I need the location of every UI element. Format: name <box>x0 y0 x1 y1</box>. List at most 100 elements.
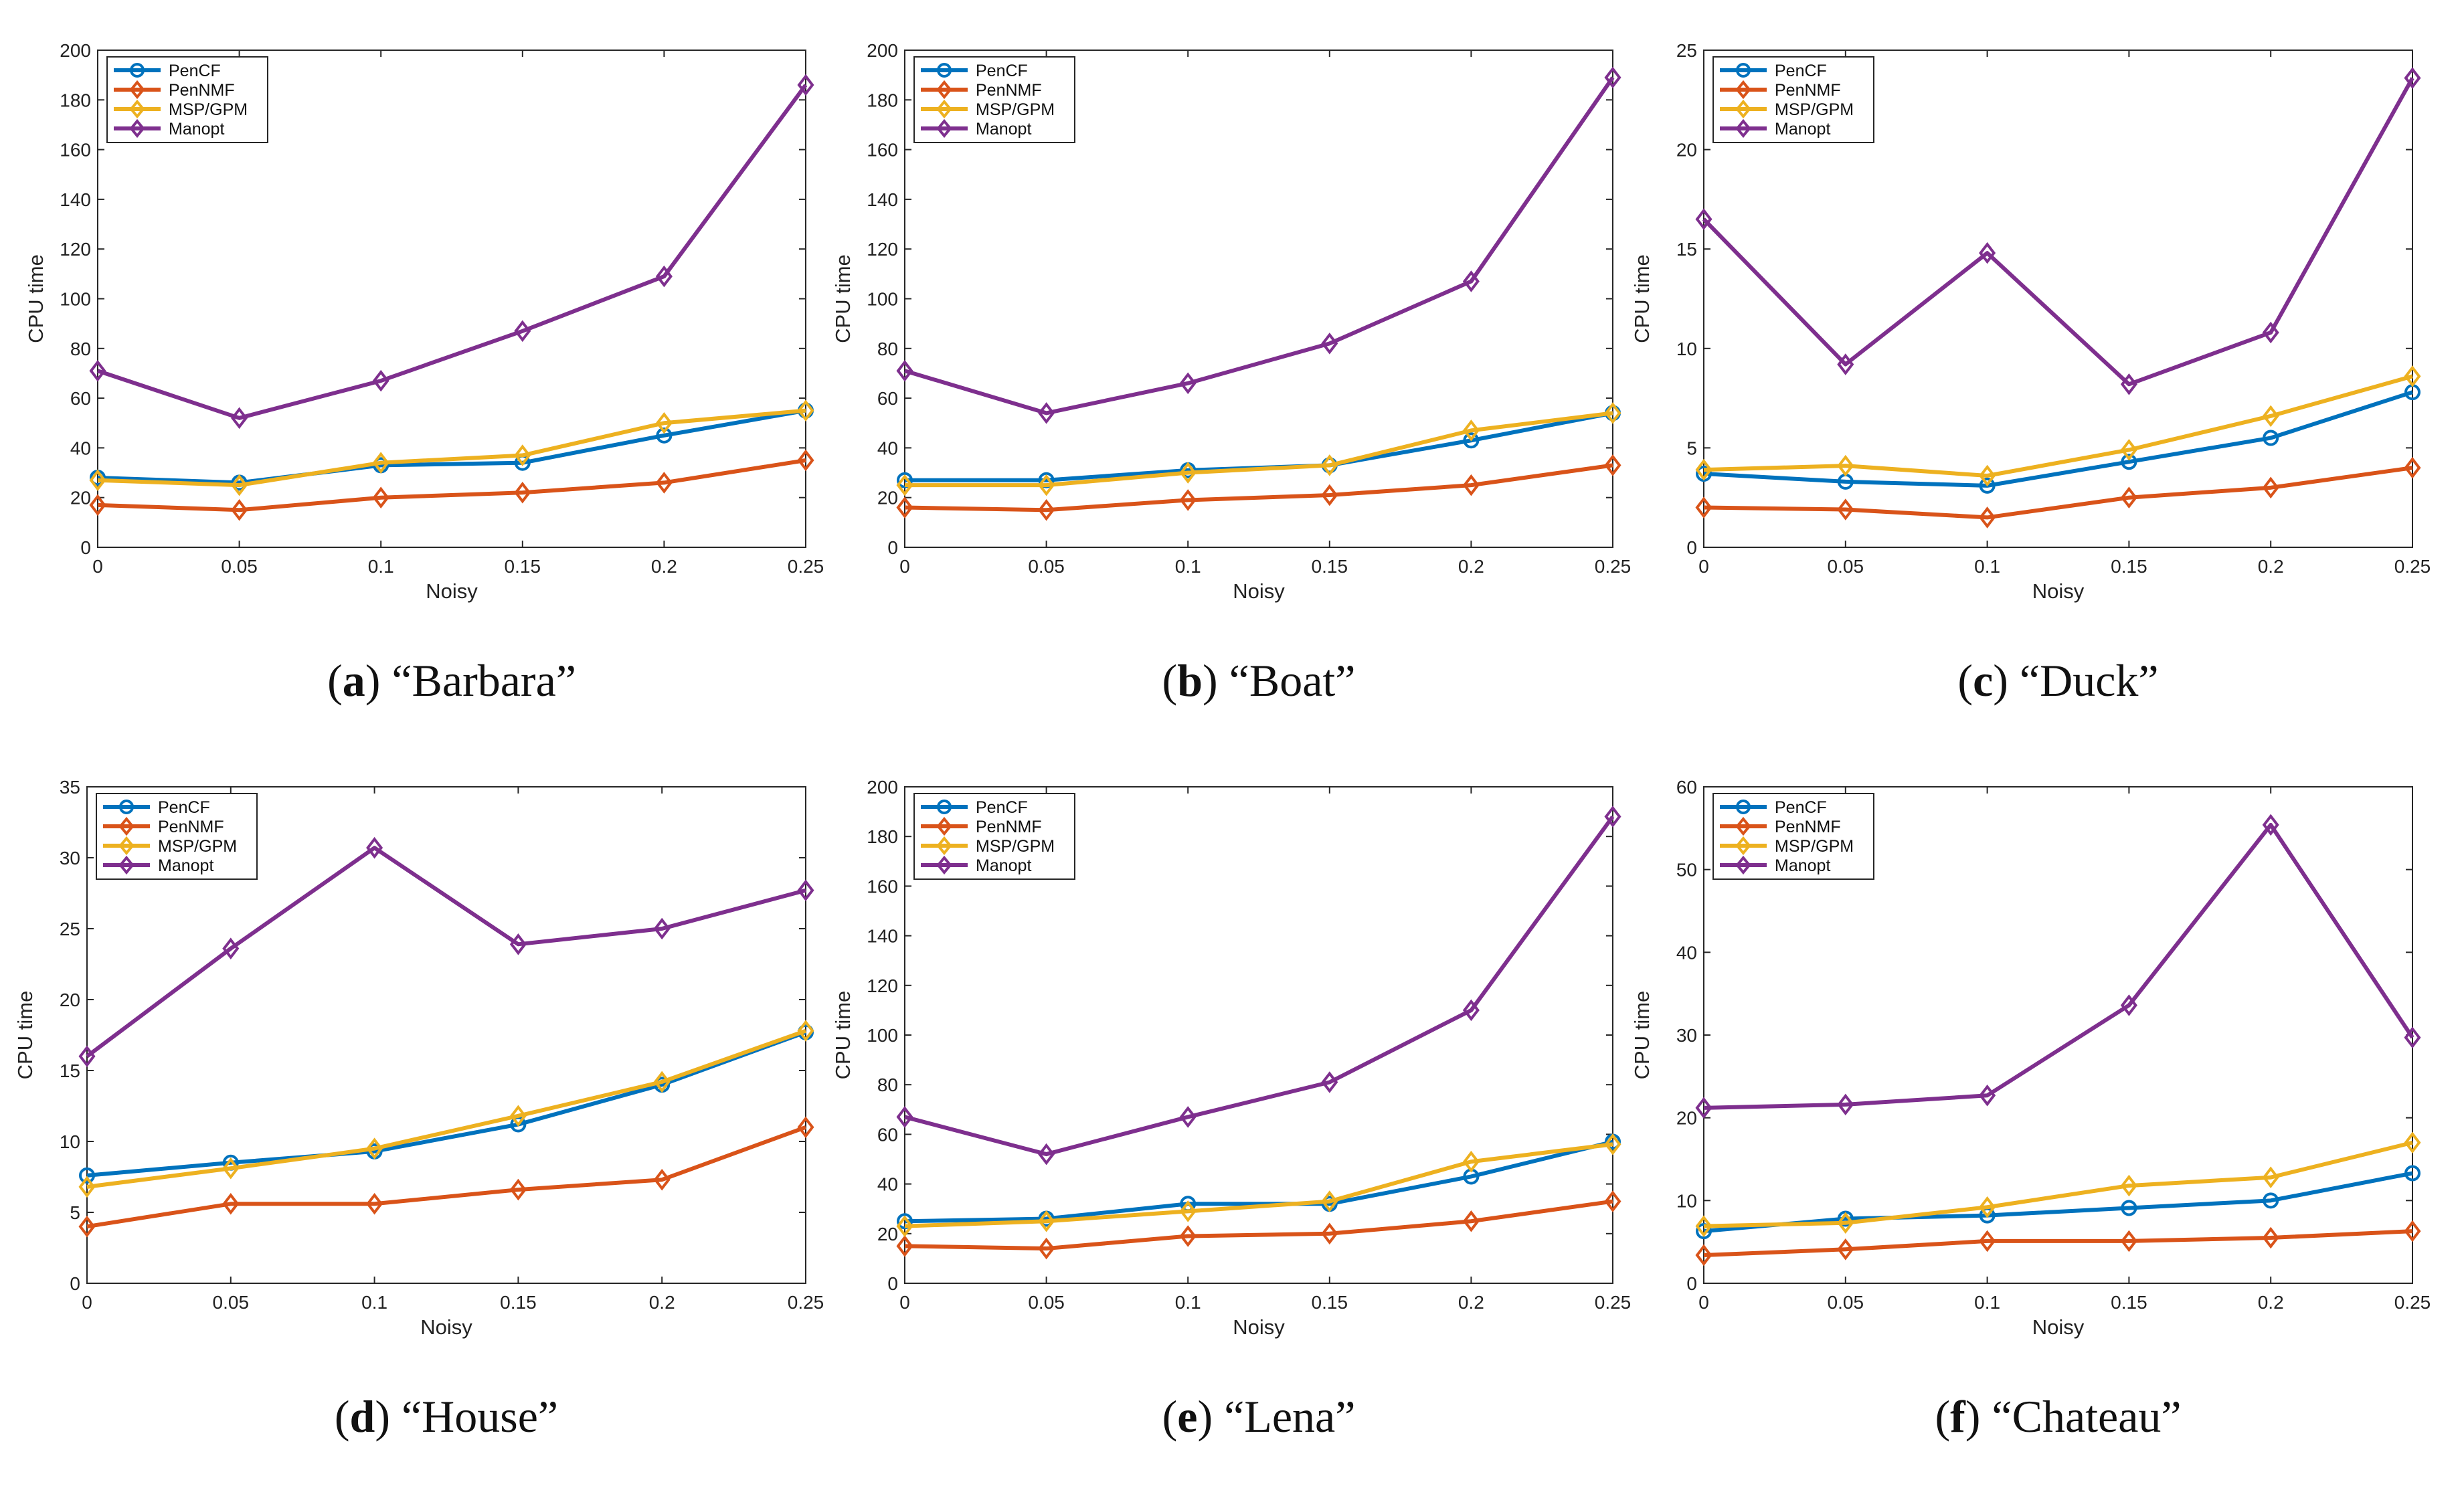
y-tick-label: 10 <box>60 1131 80 1152</box>
legend-label: PenNMF <box>976 81 1042 100</box>
y-tick-label: 60 <box>70 388 91 409</box>
series-line-manopt <box>1703 822 2414 1110</box>
data-point <box>2262 814 2279 836</box>
data-point <box>1462 1150 1480 1173</box>
data-point <box>1979 1196 1996 1218</box>
data-point <box>1462 999 1480 1022</box>
legend-marker <box>936 80 952 100</box>
caption-name: “Duck” <box>2020 655 2159 706</box>
series-pencf <box>1696 384 2421 494</box>
x-axis-label: Noisy <box>2032 1315 2085 1339</box>
data-point <box>1321 454 1338 476</box>
x-tick-label: 0.25 <box>2394 556 2431 577</box>
legend-label: MSP/GPM <box>158 837 237 856</box>
legend-marker <box>936 99 952 119</box>
data-point <box>1837 1212 1854 1234</box>
legend-label: PenNMF <box>1775 818 1841 836</box>
data-point <box>2120 439 2137 461</box>
legend-marker <box>1735 855 1751 875</box>
data-point <box>653 1168 671 1191</box>
x-axis-label: Noisy <box>1233 579 1285 603</box>
series-line-manopt <box>86 846 806 1058</box>
caption-letter: d <box>350 1391 375 1442</box>
data-point <box>78 1045 96 1068</box>
data-point <box>2262 1166 2279 1188</box>
data-point <box>653 917 671 940</box>
legend-label: PenCF <box>169 62 221 80</box>
y-tick-label: 50 <box>1676 860 1697 880</box>
legend-label: PenCF <box>976 798 1028 817</box>
legend-marker <box>936 118 952 138</box>
data-point <box>1462 1210 1480 1232</box>
y-tick-label: 30 <box>1676 1025 1697 1046</box>
data-point <box>1695 208 1712 230</box>
y-tick-label: 180 <box>867 826 898 847</box>
legend-marker <box>1735 836 1751 856</box>
x-tick-label: 0.05 <box>213 1292 250 1313</box>
x-tick-label: 0.2 <box>2258 556 2284 577</box>
data-point <box>231 498 248 521</box>
data-point <box>509 1178 527 1201</box>
y-axis-label: CPU time <box>831 254 855 343</box>
data-point <box>2404 1165 2421 1182</box>
y-tick-label: 180 <box>60 90 91 110</box>
legend-marker <box>1735 118 1751 138</box>
data-point <box>2404 365 2421 387</box>
legend-marker <box>1736 63 1751 78</box>
x-tick-label: 0.2 <box>649 1292 675 1313</box>
caption-name: “Chateau” <box>1992 1391 2181 1442</box>
data-point <box>2121 454 2137 470</box>
legend-marker <box>129 99 145 119</box>
series-msp-gpm <box>78 1020 814 1198</box>
legend-label: Manopt <box>976 856 1031 875</box>
y-tick-label: 160 <box>867 876 898 897</box>
legend-marker <box>937 800 952 814</box>
y-tick-label: 0 <box>887 1273 898 1294</box>
y-tick-label: 120 <box>867 239 898 260</box>
x-axis-label: Noisy <box>2032 579 2085 603</box>
data-point <box>1979 1230 1996 1252</box>
series-msp-gpm <box>1695 365 2421 487</box>
series-line-pencf <box>904 1139 1613 1224</box>
x-tick-label: 0.2 <box>1458 1292 1484 1313</box>
panel-caption: (d) “House” <box>335 1391 558 1442</box>
data-point <box>1462 270 1480 292</box>
legend-marker <box>936 816 952 836</box>
data-point <box>1979 464 1996 487</box>
data-point <box>366 1192 383 1215</box>
legend-label: PenCF <box>1775 798 1827 817</box>
data-point <box>655 265 673 288</box>
series-manopt <box>1695 67 2421 395</box>
legend-entry-pencf: PenCF <box>103 798 210 817</box>
y-tick-label: 10 <box>1676 339 1697 359</box>
data-point <box>1604 1133 1621 1155</box>
data-point <box>372 369 389 392</box>
y-tick-label: 120 <box>867 976 898 996</box>
data-point <box>1695 496 1712 519</box>
data-point <box>1837 498 1854 521</box>
data-point <box>222 1157 240 1180</box>
data-point <box>1604 1190 1621 1212</box>
data-point <box>1462 420 1480 442</box>
y-tick-label: 40 <box>877 438 898 458</box>
y-tick-label: 80 <box>70 339 91 359</box>
data-point <box>1979 242 1996 264</box>
data-point <box>372 486 389 508</box>
data-point <box>2262 405 2279 428</box>
data-point <box>2121 1200 2137 1216</box>
legend-marker <box>119 800 134 814</box>
x-tick-label: 0.2 <box>651 556 677 577</box>
y-tick-label: 20 <box>1676 140 1697 161</box>
y-tick-label: 5 <box>70 1202 80 1223</box>
data-point <box>89 359 106 382</box>
y-tick-label: 35 <box>60 777 80 798</box>
data-point <box>1321 1222 1338 1245</box>
legend-entry-pencf: PenCF <box>114 62 221 80</box>
x-tick-label: 0.2 <box>1458 556 1484 577</box>
data-point <box>1979 1084 1996 1107</box>
legend-entry-pencf: PenCF <box>921 62 1028 80</box>
data-point <box>797 879 814 902</box>
legend-marker <box>1736 800 1751 814</box>
